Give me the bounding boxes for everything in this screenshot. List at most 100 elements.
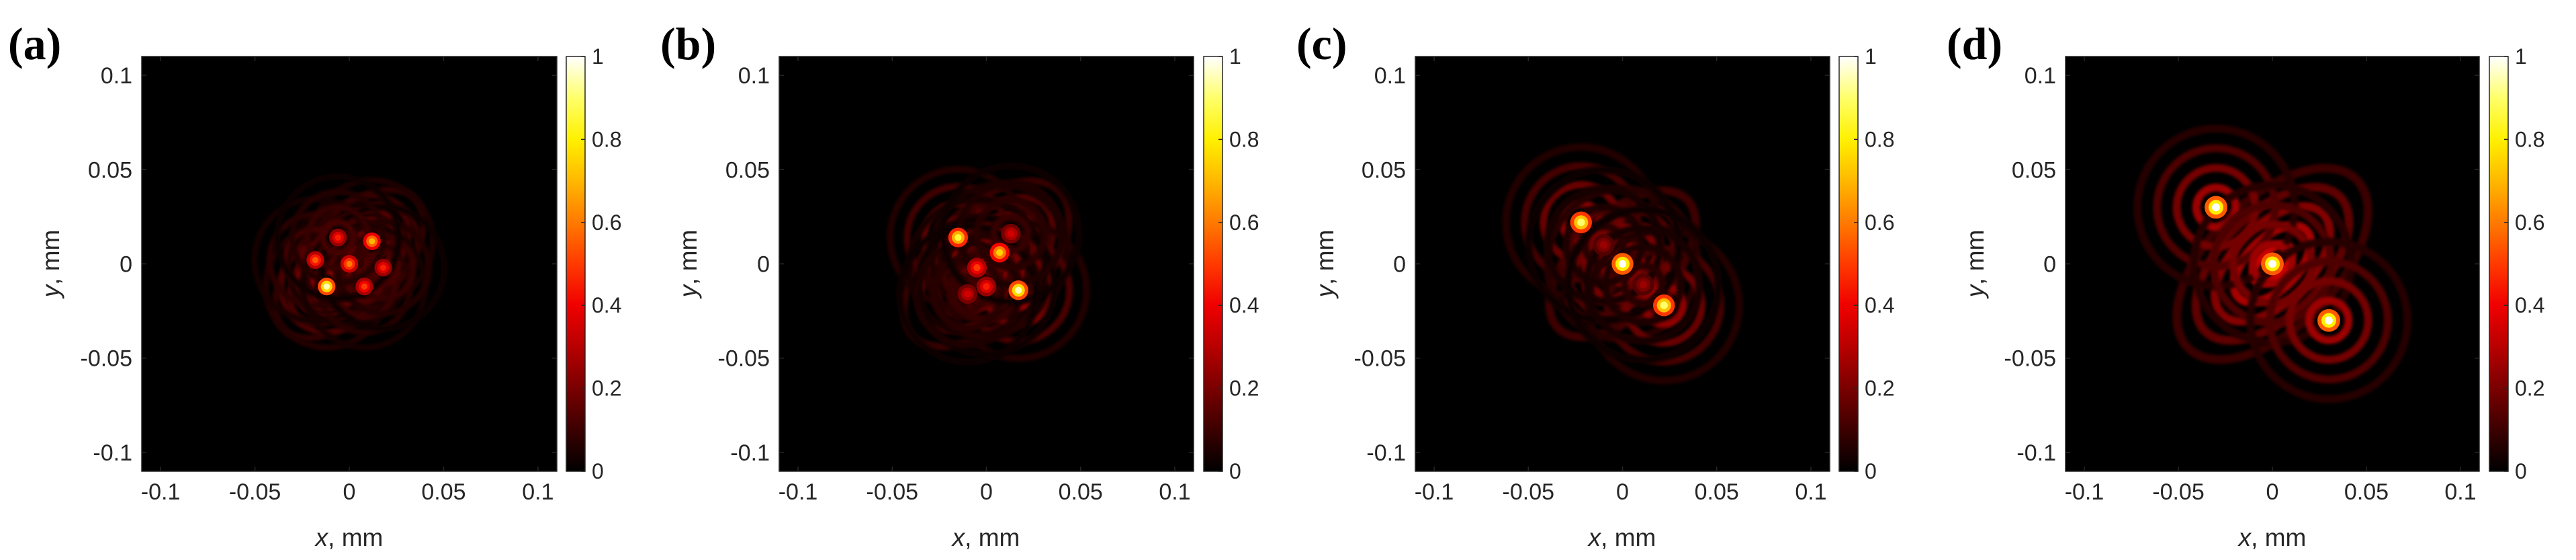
panel-c-colorbar-ticks: 0 0.2 0.4 0.6 0.8 1 [1854, 44, 1894, 483]
panel-b-x-axis-title: x, mm [951, 524, 1020, 551]
panel-c-ytick-label: -0.05 [1354, 346, 1407, 372]
panel-a-colorbar-label: 1 [592, 44, 604, 69]
panel-d-y-axis: 0.1 0.05 0 -0.05 -0.1 [2004, 63, 2479, 466]
panel-a-y-axis: 0.1 0.05 0 -0.05 -0.1 [81, 63, 557, 466]
panel-d-colorbar-label: 0 [2515, 459, 2527, 483]
panel-c-colorbar-label: 0.4 [1865, 293, 1894, 317]
panel-d-peak-ring [2246, 237, 2411, 403]
panel-c-peak [1618, 259, 1627, 268]
panel-d-colorbar [2489, 56, 2509, 472]
panel-b-peak [983, 283, 990, 290]
panel-a-colorbar-ticks: 0 0.2 0.4 0.6 0.8 1 [581, 44, 621, 483]
panel-b-peak [996, 249, 1004, 256]
panel-a-x-axis: -0.1 -0.05 0 0.05 0.1 [141, 56, 554, 505]
panel-a-ytick-label: -0.05 [81, 346, 133, 372]
panel-d-x-axis: -0.1 -0.05 0 0.05 0.1 [2065, 56, 2477, 505]
panel-b-colorbar-label: 1 [1229, 44, 1241, 69]
panel-d-colorbar-label: 0.6 [2515, 210, 2544, 235]
panel-c-peak-ring [1583, 224, 1703, 345]
panel-c-ytick-label: 0.05 [1362, 157, 1406, 183]
panel-a-ytick-label: -0.1 [93, 440, 132, 466]
panel-b-ytick-label: -0.05 [718, 346, 770, 372]
panel-b-peak [1007, 230, 1015, 237]
panel-a-ytick-label: 0.05 [88, 157, 132, 183]
panel-a-colorbar-label: 0 [592, 459, 604, 483]
panel-d-xtick-label: 0 [2266, 479, 2279, 505]
panel-c-xtick-label: 0.1 [1795, 479, 1826, 505]
panel-b-peak [1015, 286, 1022, 294]
panel-a: (a) -0.1 -0.05 0 0.05 0.1 0.1 0.05 0 -0.… [8, 18, 621, 551]
panel-d-colorbar-label: 0.4 [2515, 293, 2544, 317]
panel-d-peak-ring [2266, 257, 2392, 384]
panel-a-colorbar-label: 0.8 [592, 127, 621, 151]
panel-c-y-axis: 0.1 0.05 0 -0.05 -0.1 [1354, 63, 1830, 466]
panel-c-x-axis-title: x, mm [1587, 524, 1656, 551]
panel-d-peak-ring [2305, 296, 2353, 344]
panel-c-x-axis: -0.1 -0.05 0 0.05 0.1 [1415, 56, 1827, 505]
panel-a-y-axis-title: y, mm [37, 230, 64, 300]
panel-c-peak-ring [1622, 264, 1705, 347]
panel-a-heatmap [251, 173, 447, 351]
panel-b-label: (b) [660, 18, 716, 69]
panel-d-peak-rings [2246, 237, 2411, 403]
panel-c-peak-ring [1540, 181, 1623, 264]
panel-c-colorbar-label: 0 [1865, 459, 1877, 483]
panel-a-peak [312, 257, 319, 264]
panel-c-xtick-label: 0.05 [1695, 479, 1739, 505]
panel-d-xtick-label: -0.05 [2152, 479, 2205, 505]
panel-b-peak-ring [939, 162, 1083, 305]
panel-d-x-axis-title: x, mm [2237, 524, 2307, 551]
panel-d-colorbar-label: 0.2 [2515, 376, 2544, 401]
panel-a-peak [323, 283, 330, 290]
panel-d-ytick-label: 0.1 [2025, 63, 2056, 89]
panel-b-y-axis-title: y, mm [674, 230, 702, 300]
panel-d-xtick-label: 0.1 [2444, 479, 2476, 505]
panel-d-ytick-label: 0 [2043, 252, 2056, 278]
panel-d-ring [2191, 183, 2354, 345]
panel-d-xtick-label: -0.1 [2065, 479, 2104, 505]
panel-b: (b) -0.1 -0.05 0 0.05 0.1 0.1 0.05 0 -0.… [660, 18, 1259, 551]
panel-b-ytick-label: 0.05 [725, 157, 770, 183]
panel-c-colorbar-label: 0.8 [1865, 127, 1894, 151]
panel-c-colorbar-label: 1 [1865, 44, 1877, 69]
panel-c-peak-ring [1543, 184, 1664, 305]
panel-a-peak [346, 260, 353, 268]
panel-b-peak [973, 264, 981, 272]
panel-b-colorbar-ticks: 0 0.2 0.4 0.6 0.8 1 [1218, 44, 1259, 483]
panel-a-xtick-label: -0.1 [141, 479, 181, 505]
panel-b-colorbar-label: 0.8 [1229, 127, 1259, 151]
panel-d-colorbar-label: 0.8 [2515, 127, 2544, 151]
panel-c-peak-ring [1564, 205, 1722, 364]
panel-b-peak-ring [990, 213, 1032, 255]
panel-a-peak-ring [319, 219, 357, 256]
panel-a-ytick-label: 0.1 [101, 63, 132, 89]
panel-d-ytick-label: -0.1 [2016, 440, 2056, 466]
panel-c-peak-ring [1581, 222, 1627, 268]
panel-b-colorbar-label: 0.2 [1229, 376, 1259, 401]
panel-a-xtick-label: 0.05 [421, 479, 465, 505]
panel-a-peak-ring [273, 173, 402, 302]
panel-d-peak [2325, 316, 2333, 325]
panel-c-colorbar-label: 0.6 [1865, 210, 1894, 235]
panel-a-peak [335, 234, 341, 241]
panel-c-peak [1577, 218, 1585, 227]
panel-d-xtick-label: 0.05 [2344, 479, 2389, 505]
panel-a-xtick-label: -0.05 [229, 479, 281, 505]
panel-d: (d) -0.1 -0.05 0 0.05 0.1 0.1 0.05 0 -0.… [1947, 18, 2544, 551]
panel-a-x-axis-title: x, mm [314, 524, 384, 551]
panel-b-xtick-label: -0.1 [779, 479, 818, 505]
panel-a-peak-ring [289, 188, 387, 286]
panel-c-ytick-label: -0.1 [1366, 440, 1406, 466]
panel-c-peak-rings [1564, 205, 1722, 364]
panel-d-ytick-label: 0.05 [2012, 157, 2056, 183]
panel-d-ring [2249, 240, 2296, 288]
panel-a-ytick-label: 0 [120, 252, 132, 278]
panel-c-peak [1599, 241, 1608, 249]
panel-b-colorbar [1203, 56, 1223, 472]
panel-d-peak [2268, 259, 2276, 268]
panel-b-y-axis: 0.1 0.05 0 -0.05 -0.1 [718, 63, 1194, 466]
panel-b-colorbar-label: 0 [1229, 459, 1241, 483]
panel-d-label: (d) [1947, 18, 2002, 69]
panel-c-y-axis-title: y, mm [1311, 230, 1339, 300]
